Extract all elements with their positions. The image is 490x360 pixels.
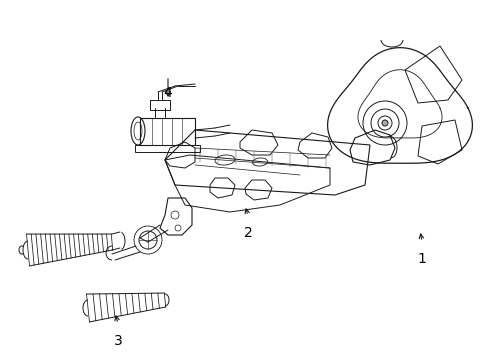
- Text: 4: 4: [164, 86, 172, 100]
- Text: 1: 1: [417, 252, 426, 266]
- Circle shape: [382, 120, 388, 126]
- Text: 3: 3: [114, 334, 122, 348]
- Text: 2: 2: [244, 226, 252, 240]
